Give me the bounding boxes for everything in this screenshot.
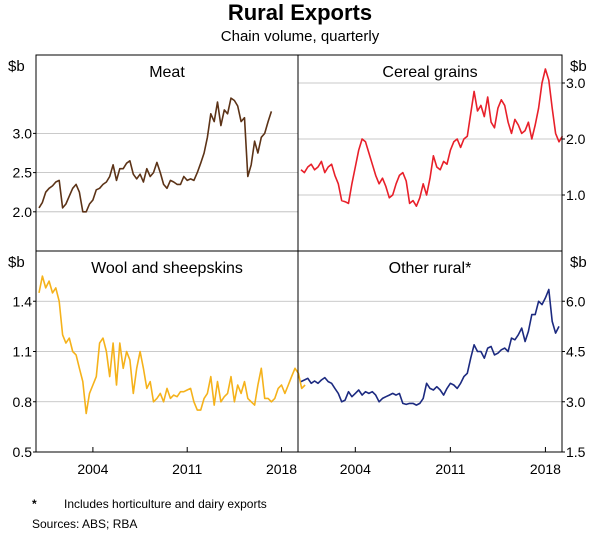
wool-and-sheepskins-ytick-label: 0.8 [13,394,33,410]
cereal-grains-panel-title: Cereal grains [382,64,477,81]
meat-ytick-label: 3.0 [13,125,33,141]
chart-title: Rural Exports [227,0,373,25]
chart-frame [35,54,563,453]
wool-and-sheepskins-xtick-label: 2011 [172,461,202,477]
chart-subtitle: Chain volume, quarterly [220,28,380,45]
cereal-grains-ytick-label: 1.0 [566,187,586,203]
wool-and-sheepskins-ylabel: $b [8,254,25,271]
wool-and-sheepskins-ytick-label: 1.1 [13,344,33,360]
footnote-text: Includes horticulture and dairy exports [64,497,267,511]
meat-panel-title: Meat [149,64,185,81]
other-rural-series-line [300,288,560,406]
other-rural-panel-title: Other rural* [389,260,472,277]
other-rural-xtick-label: 2004 [340,461,371,477]
other-rural-xtick-label: 2018 [530,461,561,477]
cereal-grains-ytick-label: 2.0 [566,131,586,147]
wool-and-sheepskins-xtick-label: 2018 [266,461,297,477]
wool-and-sheepskins-panel-title: Wool and sheepskins [91,260,243,277]
meat-series-line [38,97,273,213]
wool-and-sheepskins-series-line [38,275,306,415]
meat-ylabel: $b [8,58,25,75]
wool-and-sheepskins-xtick-label: 2004 [77,461,108,477]
footnote-marker: * [32,497,37,511]
other-rural-xtick-label: 2011 [435,461,465,477]
other-rural-ytick-label: 1.5 [566,444,586,460]
cereal-grains-ytick-label: 3.0 [566,75,586,91]
other-rural-ytick-label: 3.0 [566,394,586,410]
wool-and-sheepskins-ytick-label: 1.4 [13,293,33,309]
cereal-grains-series-line [300,68,564,207]
cereal-grains-ylabel: $b [570,58,587,75]
other-rural-ytick-label: 6.0 [566,293,586,309]
other-rural-ylabel: $b [570,254,587,271]
wool-and-sheepskins-ytick-label: 0.5 [13,444,33,460]
meat-ytick-label: 2.5 [13,165,33,181]
sources-note: Sources: ABS; RBA [32,517,138,531]
other-rural-ytick-label: 4.5 [566,344,586,360]
meat-ytick-label: 2.0 [13,204,33,220]
